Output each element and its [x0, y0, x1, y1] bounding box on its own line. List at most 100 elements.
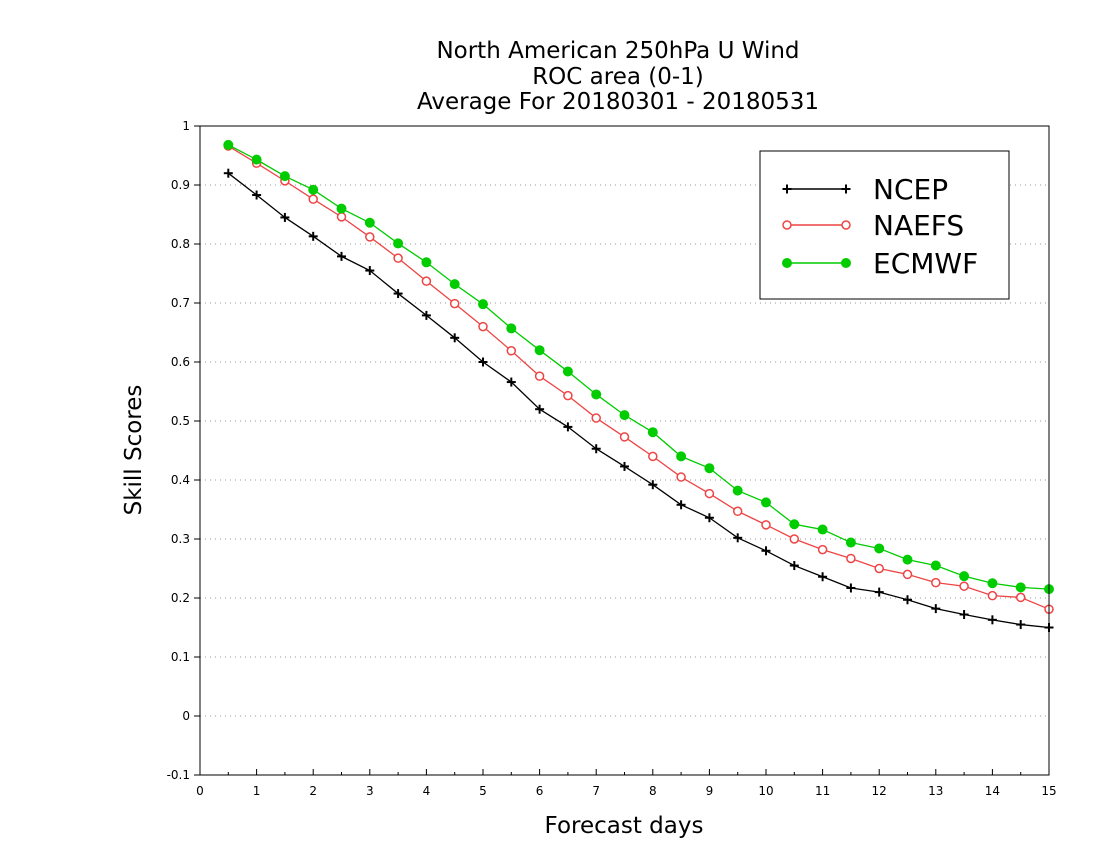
data-point-ncep: [280, 212, 290, 222]
data-point-ncep: [365, 266, 375, 276]
data-point-ecmwf: [619, 410, 630, 421]
data-point-ecmwf: [534, 345, 545, 356]
x-tick-label: 12: [872, 784, 887, 798]
x-tick-label: 10: [758, 784, 773, 798]
legend-marker-naefs: [782, 220, 792, 230]
y-tick-label: 0.3: [171, 532, 190, 546]
data-point-naefs: [534, 371, 545, 381]
data-point-ecmwf: [930, 560, 941, 571]
data-point-naefs: [563, 390, 573, 401]
data-point-ncep: [252, 190, 262, 200]
series-ecmwf: [223, 139, 1054, 595]
legend-marker-ncep: [841, 184, 851, 194]
data-point-ncep: [478, 357, 488, 367]
chart-title-line-2: ROC area (0-1): [532, 64, 704, 90]
data-point-ncep: [761, 546, 771, 556]
data-point-ncep: [308, 231, 318, 241]
y-tick-label: 0.8: [171, 237, 190, 251]
data-point-naefs: [676, 472, 686, 482]
chart-title: North American 250hPa U Wind ROC area (0…: [417, 38, 819, 115]
data-point-ecmwf: [874, 543, 885, 554]
data-point-ecmwf: [421, 257, 432, 268]
data-point-ncep: [535, 404, 545, 414]
x-tick-label: 13: [928, 784, 943, 798]
data-point-naefs: [789, 534, 800, 544]
data-point-ecmwf: [987, 578, 998, 589]
data-point-naefs: [704, 488, 715, 499]
data-point-ncep: [620, 461, 629, 471]
data-point-ecmwf: [845, 537, 856, 548]
data-point-ncep: [450, 333, 460, 343]
plot-frame: [199, 125, 1050, 776]
data-point-naefs: [506, 346, 517, 356]
data-point-ncep: [987, 615, 997, 625]
data-point-ncep: [704, 513, 714, 523]
x-tick-label: 3: [366, 784, 374, 798]
x-tick-label: 7: [592, 784, 600, 798]
data-point-ecmwf: [393, 238, 404, 249]
data-point-naefs: [959, 581, 969, 591]
data-point-ncep: [846, 583, 856, 593]
data-point-ecmwf: [676, 451, 687, 462]
legend-marker-ecmwf: [782, 258, 792, 268]
data-point-ncep: [648, 480, 658, 490]
x-axis-label: Forecast days: [545, 813, 704, 839]
data-point-ncep: [959, 610, 969, 620]
data-point-ncep: [223, 168, 233, 178]
y-tick-label: 0.9: [171, 178, 190, 192]
legend-marker-naefs: [841, 220, 851, 230]
data-point-ecmwf: [336, 203, 347, 214]
x-tick-label: 4: [423, 784, 431, 798]
series-line-naefs: [227, 145, 1050, 610]
data-point-naefs: [478, 321, 488, 332]
y-tick-label: 0.7: [171, 296, 190, 310]
data-point-naefs: [817, 544, 828, 555]
x-tick-label: 2: [309, 784, 317, 798]
data-point-naefs: [393, 253, 403, 263]
data-point-naefs: [1015, 592, 1026, 603]
chart-title-line-1: North American 250hPa U Wind: [436, 38, 799, 64]
data-point-ncep: [903, 595, 912, 605]
y-tick-label: 0.4: [171, 473, 190, 487]
legend-marker-ecmwf: [841, 258, 851, 268]
data-point-ncep: [393, 289, 403, 299]
y-tick-label: 1: [182, 119, 190, 133]
x-tick-label: 1: [253, 784, 261, 798]
data-point-naefs: [336, 212, 347, 222]
data-point-ecmwf: [817, 524, 828, 535]
data-point-naefs: [421, 276, 432, 286]
data-point-naefs: [874, 563, 884, 574]
x-tick-label: 0: [196, 784, 204, 798]
x-tick-label: 9: [706, 784, 714, 798]
y-tick-label: 0: [182, 709, 190, 723]
y-tick-label: 0.6: [171, 355, 190, 369]
data-point-ecmwf: [364, 217, 375, 228]
legend-marker-ncep: [782, 184, 792, 194]
data-point-ecmwf: [478, 299, 488, 310]
data-point-ncep: [818, 572, 828, 582]
x-tick-label: 11: [815, 784, 830, 798]
data-point-ecmwf: [959, 571, 970, 582]
legend-entry-ncep: NCEP: [782, 173, 948, 206]
x-tick-label: 8: [649, 784, 657, 798]
data-point-ncep: [789, 561, 799, 571]
data-point-ncep: [931, 604, 941, 614]
y-tick-label: 0.2: [171, 591, 190, 605]
y-tick-label: 0.1: [171, 650, 190, 664]
data-point-naefs: [902, 569, 913, 580]
data-point-naefs: [732, 506, 743, 517]
data-point-ecmwf: [449, 279, 460, 290]
data-point-naefs: [308, 194, 318, 204]
data-point-ecmwf: [223, 139, 234, 150]
data-point-naefs: [761, 520, 771, 530]
data-point-ncep: [1016, 620, 1026, 630]
data-point-ecmwf: [1015, 582, 1026, 593]
chart-title-line-3: Average For 20180301 - 20180531: [417, 89, 819, 115]
data-point-naefs: [365, 232, 375, 242]
data-point-ncep: [591, 444, 601, 454]
data-point-ecmwf: [902, 554, 913, 565]
data-point-ecmwf: [279, 171, 290, 182]
data-point-ncep: [733, 533, 743, 543]
